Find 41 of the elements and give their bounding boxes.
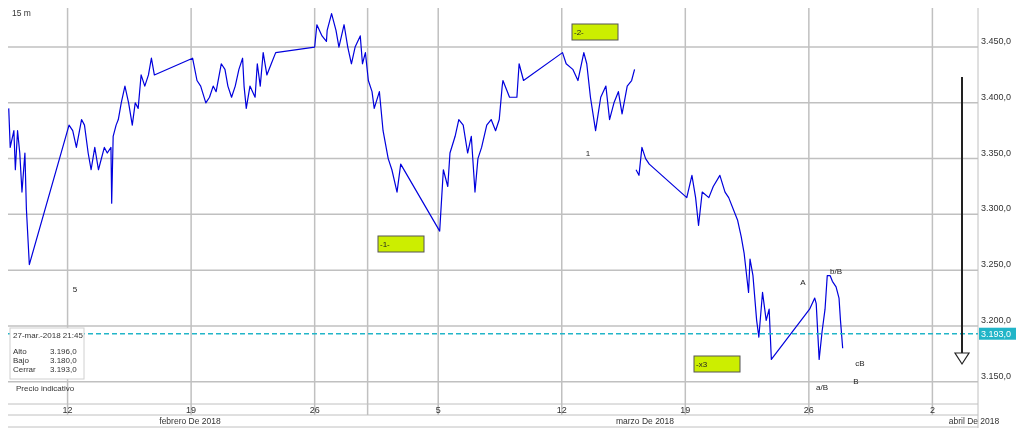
text: abril De 2018	[948, 416, 1000, 426]
x-tick-label: 19	[186, 405, 197, 415]
annotation: 5	[72, 285, 78, 294]
y-tick-label: 3.200,0	[981, 314, 1012, 325]
tag-box: -x3	[693, 355, 741, 373]
tag-box: -1-	[377, 235, 425, 253]
chart-title: 15 m	[12, 8, 31, 18]
annotation: 3.180,0	[50, 356, 78, 365]
tag-box: -2-	[571, 23, 619, 41]
annotation: -2-	[574, 28, 585, 37]
y-tick-label: 3.450,0	[981, 36, 1012, 47]
annotation: Cerrar	[13, 365, 36, 374]
annotation: cB	[855, 359, 865, 368]
annotation: 3.196,0	[50, 347, 78, 356]
text: febrero De 2018	[159, 416, 221, 426]
ref-line-label: 3.193,0	[981, 329, 1012, 340]
y-tick-label: 3.250,0	[981, 259, 1012, 270]
annotation: A	[800, 278, 807, 287]
annotation: Precio indicativo	[16, 384, 75, 393]
x-tick-label: 12	[62, 405, 73, 415]
annotation: 3.193,0	[50, 365, 78, 374]
annotation: 1	[585, 149, 591, 158]
annotation: B	[853, 377, 859, 386]
annotation: a/B	[815, 383, 829, 392]
annotation: Alto	[13, 347, 28, 356]
x-tick-label: 2	[929, 405, 935, 415]
x-tick-label: 19	[680, 405, 691, 415]
x-tick-label: 26	[309, 405, 320, 415]
text: marzo De 2018	[615, 416, 675, 426]
annotation: Bajo	[13, 356, 30, 365]
y-tick-label: 3.350,0	[981, 147, 1012, 158]
annotation: b/B	[829, 267, 843, 276]
annotation: -x3	[696, 360, 708, 369]
y-tick-label: 3.300,0	[981, 203, 1012, 214]
y-tick-label: 3.150,0	[981, 370, 1012, 381]
x-tick-label: 26	[803, 405, 814, 415]
x-tick-label: 12	[556, 405, 567, 415]
y-tick-label: 3.400,0	[981, 91, 1012, 102]
annotation: 27-mar.-2018 21:45	[13, 331, 84, 340]
x-tick-label: 5	[435, 405, 441, 415]
annotation: -1-	[380, 240, 391, 249]
